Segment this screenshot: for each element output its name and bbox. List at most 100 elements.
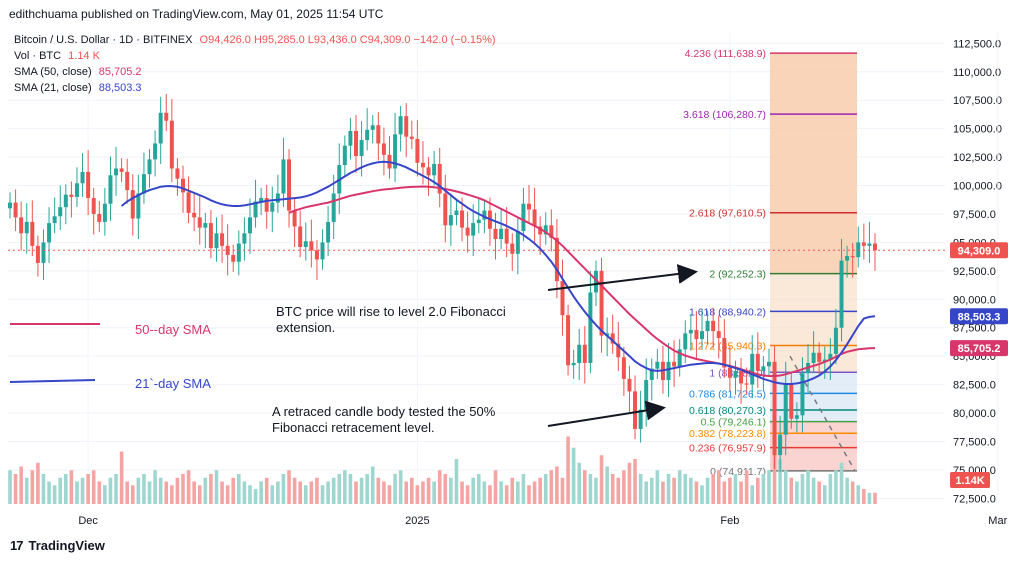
candle-body xyxy=(141,174,146,194)
volume-bar xyxy=(331,477,336,504)
candle-body xyxy=(214,233,219,249)
volume-bar xyxy=(259,481,263,504)
volume-bar xyxy=(845,477,849,504)
volume-bar xyxy=(119,451,124,504)
volume-bar xyxy=(532,481,537,504)
y-tick-label: 80,000.0 xyxy=(953,408,996,420)
legend-symbol-row: Bitcoin / U.S. Dollar · 1D · BITFINEX O9… xyxy=(14,32,496,48)
fib-retracement-zone-lower xyxy=(770,421,857,471)
candle-body xyxy=(298,226,303,247)
legend-volume-row: Vol · BTC 1.14 K xyxy=(14,48,496,64)
volume-bar xyxy=(86,474,90,504)
candle-body xyxy=(287,159,292,211)
candle-body xyxy=(599,270,604,336)
volume-bar xyxy=(795,481,799,504)
volume-bar xyxy=(767,470,771,504)
candle-body xyxy=(465,227,470,236)
candle-body xyxy=(359,140,364,156)
volume-bar xyxy=(203,477,208,504)
volume-bar xyxy=(583,470,587,504)
sma50-label[interactable]: SMA (50, close) xyxy=(14,66,92,78)
sma21-tag: 21`-day SMA xyxy=(135,376,211,391)
candle-body xyxy=(80,171,85,184)
volume-bar xyxy=(158,477,163,504)
candle-body xyxy=(571,362,576,366)
candle-body xyxy=(97,213,102,222)
volume-bar xyxy=(476,474,481,504)
volume-bar xyxy=(97,481,102,504)
candle-body xyxy=(655,361,660,369)
candle-body xyxy=(499,228,504,239)
volume-bar xyxy=(828,474,833,504)
volume-bar xyxy=(638,474,643,504)
candle-body xyxy=(169,120,174,169)
volume-bar xyxy=(337,474,342,504)
volume-bar xyxy=(605,466,609,504)
candle-body xyxy=(326,221,331,243)
volume-bar xyxy=(237,474,241,504)
candle-body xyxy=(688,329,693,334)
candle-body xyxy=(471,223,476,236)
volume-bar xyxy=(320,485,325,504)
volume-bar xyxy=(164,481,169,504)
candle-body xyxy=(727,367,732,378)
candle-body xyxy=(666,361,671,381)
fib-retracement-zone-upper xyxy=(770,372,857,422)
volume-bar xyxy=(783,470,788,504)
volume-bar xyxy=(91,470,96,504)
candle-body xyxy=(532,209,537,227)
volume-bar xyxy=(108,477,113,504)
sma50-tag: 50--day SMA xyxy=(135,322,211,337)
legend-sma50-row: SMA (50, close) 85,705.2 xyxy=(14,64,496,80)
candle-body xyxy=(292,210,297,227)
candle-body xyxy=(783,383,788,435)
candle-body xyxy=(549,225,554,238)
volume-bar xyxy=(52,485,57,504)
sma21-label[interactable]: SMA (21, close) xyxy=(14,82,92,94)
volume-bar xyxy=(750,485,755,504)
symbol-name[interactable]: Bitcoin / U.S. Dollar · 1D · BITFINEX xyxy=(14,34,193,46)
volume-label[interactable]: Vol · BTC xyxy=(14,50,62,62)
candle-body xyxy=(47,223,52,243)
candle-body xyxy=(35,245,40,263)
volume-bar xyxy=(644,481,648,504)
volume-bar xyxy=(348,474,353,504)
candle-body xyxy=(264,198,269,212)
candle-body xyxy=(448,215,453,226)
volume-bar xyxy=(415,485,420,504)
fib-level-label: 3.618 (106,280.7) xyxy=(683,109,766,121)
volume-bar xyxy=(649,477,654,504)
candle-body xyxy=(153,143,158,160)
volume-bar xyxy=(862,489,866,504)
candle-body xyxy=(778,434,783,456)
candle-body xyxy=(750,353,755,385)
candle-body xyxy=(231,254,236,262)
candle-body xyxy=(119,168,124,172)
candle-body xyxy=(114,168,119,176)
tradingview-logo[interactable]: 17 TradingView xyxy=(10,538,105,553)
candle-body xyxy=(538,226,543,235)
volume-bar xyxy=(761,474,766,504)
volume-bar xyxy=(800,474,805,504)
volume-bar xyxy=(393,474,397,504)
volume-bar xyxy=(806,470,810,504)
candle-body xyxy=(175,168,180,179)
volume-bar xyxy=(326,481,330,504)
fib-level-label: 0.5 (79,246.1) xyxy=(701,417,766,429)
volume-bar xyxy=(24,477,29,504)
candle-body xyxy=(828,353,833,360)
brand-name: TradingView xyxy=(28,538,105,553)
volume-bar xyxy=(694,481,699,504)
volume-bar xyxy=(711,474,715,504)
price-chart[interactable]: 112,500.0 110,000.0 107,500.0 105,000.0 102,… xyxy=(0,28,1024,538)
volume-bar xyxy=(231,477,236,504)
candle-body xyxy=(744,383,749,385)
candle-body xyxy=(376,125,381,144)
candle-body xyxy=(443,193,448,226)
volume-bar xyxy=(822,485,827,504)
candle-body xyxy=(554,237,559,282)
candle-body xyxy=(365,129,370,141)
candle-body xyxy=(521,203,526,232)
candle-body xyxy=(833,327,838,354)
sma21-price-tag-bg xyxy=(950,308,1008,325)
